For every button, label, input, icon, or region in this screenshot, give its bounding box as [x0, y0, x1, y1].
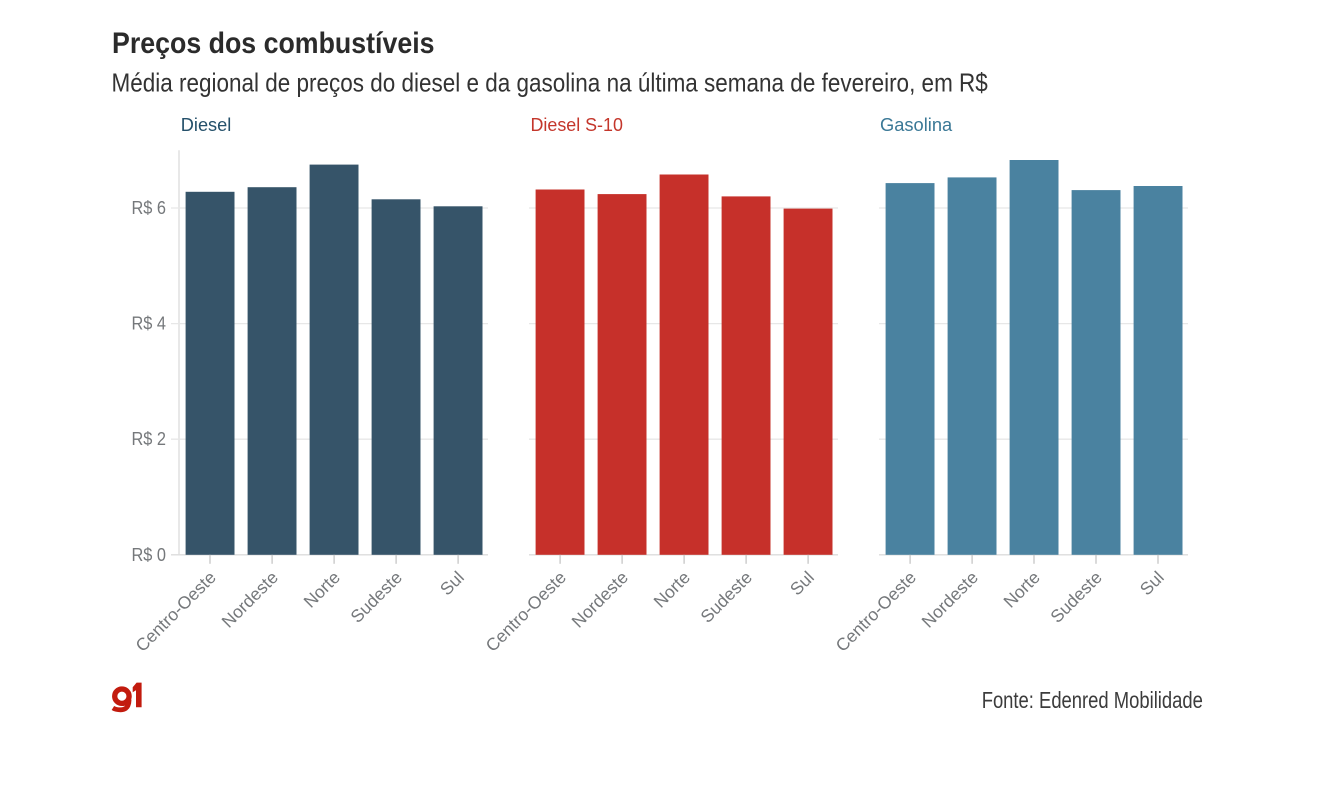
svg-text:R$ 6: R$ 6 [132, 198, 167, 218]
svg-text:Diesel: Diesel [181, 115, 232, 135]
svg-text:R$ 0: R$ 0 [132, 545, 167, 565]
svg-text:R$ 4: R$ 4 [132, 314, 167, 334]
svg-text:Preços dos combustíveis: Preços dos combustíveis [112, 27, 435, 60]
svg-text:R$ 2: R$ 2 [132, 429, 167, 449]
svg-text:Diesel S-10: Diesel S-10 [531, 115, 623, 135]
svg-text:Gasolina: Gasolina [880, 115, 953, 135]
svg-text:Fonte: Edenred Mobilidade: Fonte: Edenred Mobilidade [982, 687, 1203, 713]
svg-text:Média regional de preços do di: Média regional de preços do diesel e da … [112, 68, 989, 98]
